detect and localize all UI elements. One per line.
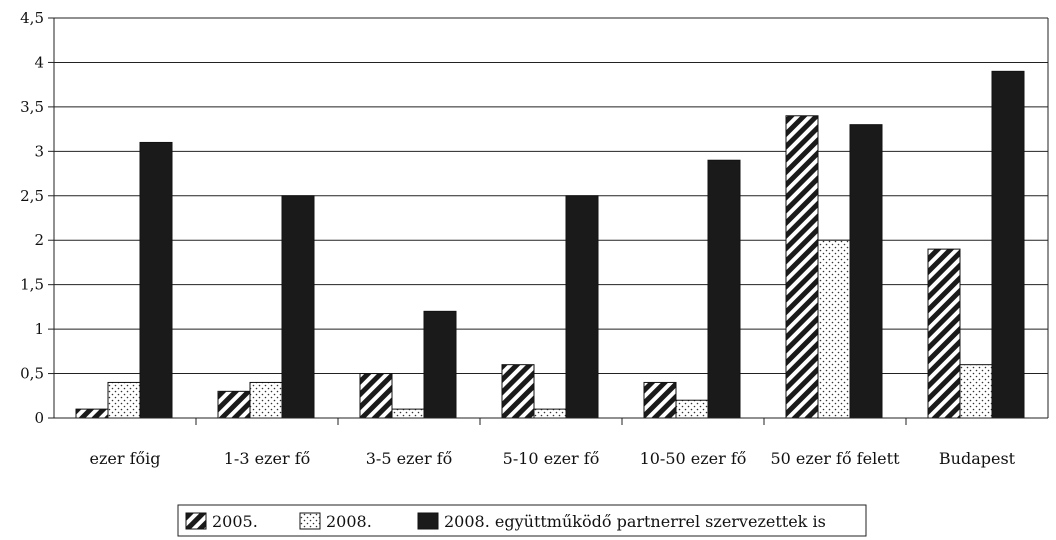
legend-swatch-2008-egy-ttm-k-d-partnerrel-szervezettek-is xyxy=(417,512,439,530)
x-tick-label: 3-5 ezer fő xyxy=(366,449,453,468)
x-tick-label: 5-10 ezer fő xyxy=(503,449,600,468)
bar-2005-5 xyxy=(785,115,819,419)
y-tick-label: 0,5 xyxy=(20,365,44,383)
bar-2008-2 xyxy=(391,408,425,419)
x-tick-label: 50 ezer fő felett xyxy=(770,449,900,468)
legend-swatch-2005 xyxy=(185,512,207,530)
bar-2008-egy-ttm-k-d-partnerrel-szervezettek-is-0 xyxy=(139,141,173,419)
bar-2008-3 xyxy=(533,408,567,419)
x-tick-label: ezer főig xyxy=(89,449,160,468)
legend-label: 2005. xyxy=(212,512,258,531)
legend-label: 2008. xyxy=(326,512,372,531)
bar-2008-egy-ttm-k-d-partnerrel-szervezettek-is-4 xyxy=(707,159,741,419)
bar-2005-2 xyxy=(359,373,393,419)
bar-2008-egy-ttm-k-d-partnerrel-szervezettek-is-2 xyxy=(423,310,457,419)
y-tick-label: 2 xyxy=(34,231,44,249)
bar-2005-4 xyxy=(643,381,677,419)
y-tick-label: 4,5 xyxy=(20,9,44,27)
bar-2008-egy-ttm-k-d-partnerrel-szervezettek-is-6 xyxy=(991,70,1025,419)
bar-2008-1 xyxy=(249,381,283,419)
axes: 0 0,5 1 1,5 2 2,5 3 3,5 4 4,5 ezer főig 1-3 ezer fő… xyxy=(20,9,1049,468)
bar-2008-egy-ttm-k-d-partnerrel-szervezettek-is-3 xyxy=(565,195,599,419)
y-tick-label: 3 xyxy=(34,142,44,160)
y-tick-label: 1,5 xyxy=(20,276,44,294)
bar-2008-6 xyxy=(959,364,993,419)
legend: 2005. 2008. 2008. együttműködő partnerrel … xyxy=(177,504,867,537)
legend-box xyxy=(177,504,867,537)
bar-2008-5 xyxy=(817,239,851,419)
legend-label: 2008. együttműködő partnerrel szervezett… xyxy=(444,512,826,531)
bar-2008-egy-ttm-k-d-partnerrel-szervezettek-is-5 xyxy=(849,124,883,419)
bar-2008-egy-ttm-k-d-partnerrel-szervezettek-is-1 xyxy=(281,195,315,419)
bar-2005-3 xyxy=(501,364,535,419)
bar-2005-0 xyxy=(75,408,109,419)
bar-2005-6 xyxy=(927,248,961,419)
y-tick-label: 1 xyxy=(34,320,44,338)
legend-swatch-2008 xyxy=(299,512,321,530)
x-tick-label: 1-3 ezer fő xyxy=(224,449,311,468)
y-tick-label: 2,5 xyxy=(20,187,44,205)
y-tick-label: 0 xyxy=(34,409,44,427)
bar-2008-4 xyxy=(675,399,709,419)
gridlines xyxy=(54,17,1048,375)
y-tick-label: 4 xyxy=(34,53,44,71)
bar-2005-1 xyxy=(217,390,251,419)
bars xyxy=(75,70,1025,419)
x-tick-label: 10-50 ezer fő xyxy=(640,449,747,468)
bar-2008-0 xyxy=(107,381,141,419)
x-tick-label: Budapest xyxy=(939,449,1016,468)
y-tick-label: 3,5 xyxy=(20,98,44,116)
